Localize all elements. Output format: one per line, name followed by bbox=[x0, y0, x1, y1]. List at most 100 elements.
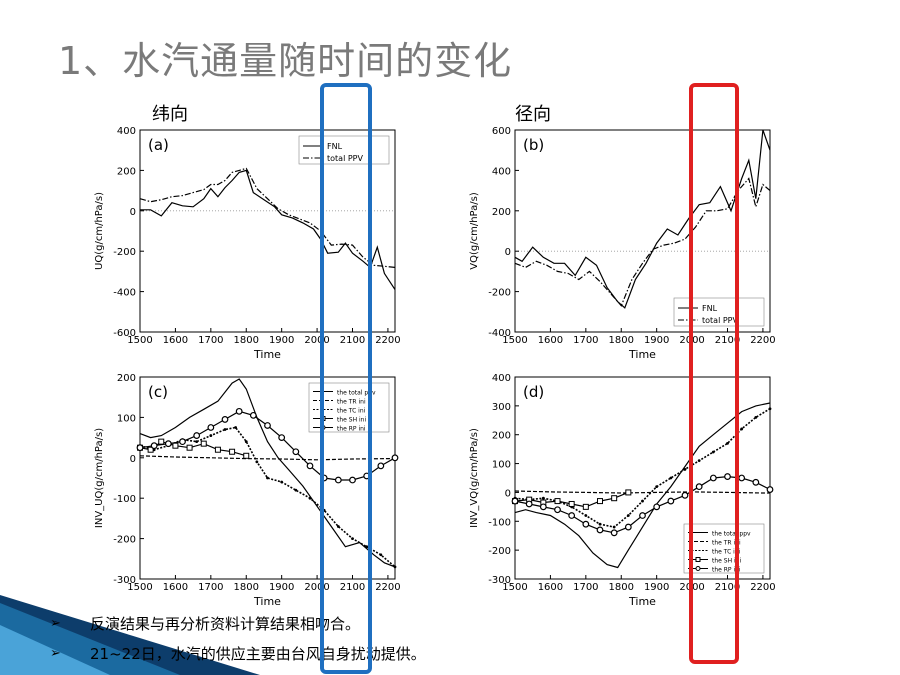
y-tick-label: 400 bbox=[117, 126, 136, 137]
x-tick-label: 1800 bbox=[234, 335, 259, 346]
y-tick-label: 200 bbox=[492, 207, 511, 218]
data-point bbox=[525, 500, 533, 508]
chart-panel-d: 1500 1600 1700 1800 1900 2000 2100 2200 400 300 20… bbox=[465, 372, 776, 608]
x-tick-label: 1900 bbox=[269, 582, 294, 593]
y-tick-label: 0 bbox=[505, 247, 511, 258]
data-point bbox=[308, 496, 312, 500]
series-line bbox=[139, 455, 395, 461]
data-point bbox=[195, 440, 199, 444]
x-tick-label: 2100 bbox=[715, 582, 740, 593]
data-point bbox=[541, 496, 545, 500]
data-point bbox=[681, 491, 689, 499]
y-tick-label: 0 bbox=[130, 207, 136, 218]
data-point bbox=[511, 497, 519, 505]
y-axis-label: INV_UQ(g/cm/hPa/s) bbox=[94, 428, 105, 528]
chart-svg-d: 1500 1600 1700 1800 1900 2000 2100 220040030020… bbox=[469, 373, 776, 608]
data-point bbox=[582, 503, 589, 510]
x-tick-label: 2000 bbox=[304, 335, 329, 346]
chart-svg-c: 1500 1600 1700 1800 1900 2000 2100 2200 200 100 0 -… bbox=[94, 373, 401, 608]
bullet-list: ➢ 反演结果与再分析资料计算结果相吻合。 ➢ 21~22日，水汽的供应主要由台风… bbox=[50, 608, 426, 668]
data-point bbox=[158, 438, 165, 445]
data-point bbox=[639, 512, 646, 519]
data-point bbox=[597, 498, 603, 505]
panel-label: (a) bbox=[148, 136, 169, 154]
data-point bbox=[306, 462, 314, 470]
data-point bbox=[334, 476, 342, 484]
data-point bbox=[768, 407, 772, 411]
data-point bbox=[200, 440, 207, 447]
x-tick-label: 1700 bbox=[573, 582, 598, 593]
x-tick-label: 2200 bbox=[375, 582, 400, 593]
data-point bbox=[626, 514, 630, 517]
x-tick-label: 1900 bbox=[644, 335, 669, 346]
data-point bbox=[186, 444, 193, 451]
label-meridional: 径向 bbox=[515, 104, 551, 125]
data-point bbox=[611, 495, 618, 502]
x-tick-label: 1800 bbox=[609, 335, 634, 346]
data-point bbox=[641, 499, 644, 503]
series-line bbox=[514, 490, 770, 494]
blue-highlight-box bbox=[320, 83, 372, 674]
legend: the total ppv the TR ini the TC ini the SH … bbox=[683, 523, 765, 574]
data-point bbox=[172, 442, 179, 449]
legend-label: the RP ini bbox=[337, 426, 366, 433]
series-line bbox=[514, 402, 771, 569]
data-point bbox=[568, 500, 575, 507]
x-tick-label: 2200 bbox=[750, 582, 775, 593]
legend-label: the RP ini bbox=[712, 567, 741, 574]
series-line bbox=[140, 169, 396, 290]
legend-box bbox=[298, 135, 390, 165]
data-point bbox=[249, 411, 257, 419]
panel-label: (c) bbox=[148, 383, 168, 401]
legend-label: total PPV bbox=[702, 316, 738, 325]
legend-label: total PPV bbox=[327, 154, 363, 163]
x-tick-label: 2200 bbox=[375, 335, 400, 346]
x-tick-label: 1700 bbox=[573, 335, 598, 346]
data-point bbox=[653, 503, 661, 511]
x-tick-label: 2100 bbox=[715, 335, 740, 346]
red-highlight-box bbox=[689, 83, 739, 664]
arrow-bullet-icon: ➢ bbox=[50, 615, 61, 631]
x-tick-label: 1700 bbox=[198, 582, 223, 593]
x-tick-label: 1500 bbox=[502, 335, 527, 346]
data-point bbox=[278, 434, 286, 441]
data-point bbox=[244, 440, 248, 444]
data-point bbox=[294, 488, 298, 492]
data-point bbox=[568, 512, 576, 519]
data-point bbox=[292, 448, 300, 456]
legend-label: the total ppv bbox=[712, 531, 751, 538]
data-point bbox=[243, 452, 250, 459]
data-point bbox=[365, 545, 369, 549]
data-point bbox=[752, 478, 760, 486]
series-line bbox=[139, 167, 396, 268]
data-point bbox=[264, 422, 271, 429]
x-axis-label: Time bbox=[253, 595, 281, 608]
arrow-bullet-icon: ➢ bbox=[50, 645, 61, 661]
y-tick-label: -400 bbox=[488, 328, 511, 339]
data-point bbox=[229, 448, 236, 455]
data-point bbox=[147, 446, 154, 453]
data-point bbox=[724, 473, 731, 480]
y-tick-label: -600 bbox=[113, 328, 136, 339]
y-axis-label: VQ(g/cm/hPa/s) bbox=[469, 192, 480, 270]
data-point bbox=[766, 486, 774, 493]
data-point bbox=[179, 438, 186, 446]
x-tick-label: 1600 bbox=[538, 582, 563, 593]
data-point bbox=[234, 426, 238, 429]
panel-label: (b) bbox=[523, 136, 544, 154]
y-tick-label: 200 bbox=[117, 373, 136, 384]
data-point bbox=[683, 467, 687, 471]
bullet-item: ➢ 21~22日，水汽的供应主要由台风自身扰动提供。 bbox=[50, 638, 426, 668]
data-point bbox=[150, 442, 158, 450]
data-point bbox=[351, 537, 354, 540]
y-tick-label: -200 bbox=[113, 247, 136, 258]
y-tick-label: 400 bbox=[492, 373, 511, 384]
chart-svg-b: 1500 1600 1700 1800 1900 2000 2100 220060040020… bbox=[469, 126, 776, 361]
data-point bbox=[209, 434, 213, 437]
data-point bbox=[624, 523, 632, 531]
x-tick-label: 1500 bbox=[127, 582, 152, 593]
label-zonal: 纬向 bbox=[152, 104, 188, 125]
x-tick-label: 1600 bbox=[538, 335, 563, 346]
data-point bbox=[754, 416, 758, 419]
y-tick-label: 200 bbox=[492, 431, 511, 442]
